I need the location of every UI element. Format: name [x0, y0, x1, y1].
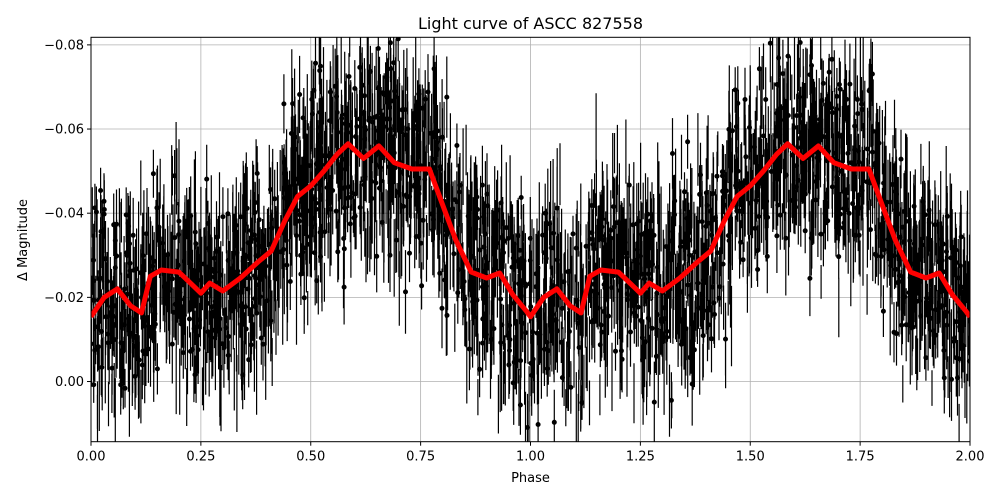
x-tick-label: 1.25 [626, 450, 655, 465]
x-tick-label: 0.75 [406, 450, 435, 465]
x-tick-label: 0.25 [186, 450, 215, 465]
x-tick-label: 0.50 [296, 450, 325, 465]
x-tick-label: 2.00 [956, 450, 985, 465]
y-axis-label: Δ Magnitude [16, 199, 31, 281]
x-axis: 0.00 0.25 0.50 0.75 1.00 1.25 1.50 1.75 2.00 [77, 441, 985, 465]
y-tick-label: −0.04 [44, 207, 84, 222]
x-tick-label: 1.75 [846, 450, 875, 465]
data-points [91, 37, 970, 442]
x-tick-label: 0.00 [77, 450, 106, 465]
y-tick-label: 0.00 [55, 375, 84, 390]
x-tick-label: 1.00 [516, 450, 545, 465]
chart-title: Light curve of ASCC 827558 [418, 14, 643, 33]
plot-frame [90, 36, 971, 443]
data-point-markers [91, 37, 970, 430]
binned-curve-line [91, 141, 970, 320]
y-axis: −0.08 −0.06 −0.04 −0.02 0.00 [44, 38, 91, 390]
y-tick-label: −0.06 [44, 123, 84, 138]
y-tick-label: −0.02 [44, 291, 84, 306]
x-tick-label: 1.50 [736, 450, 765, 465]
x-axis-label: Phase [511, 471, 550, 486]
y-tick-label: −0.08 [44, 38, 84, 53]
